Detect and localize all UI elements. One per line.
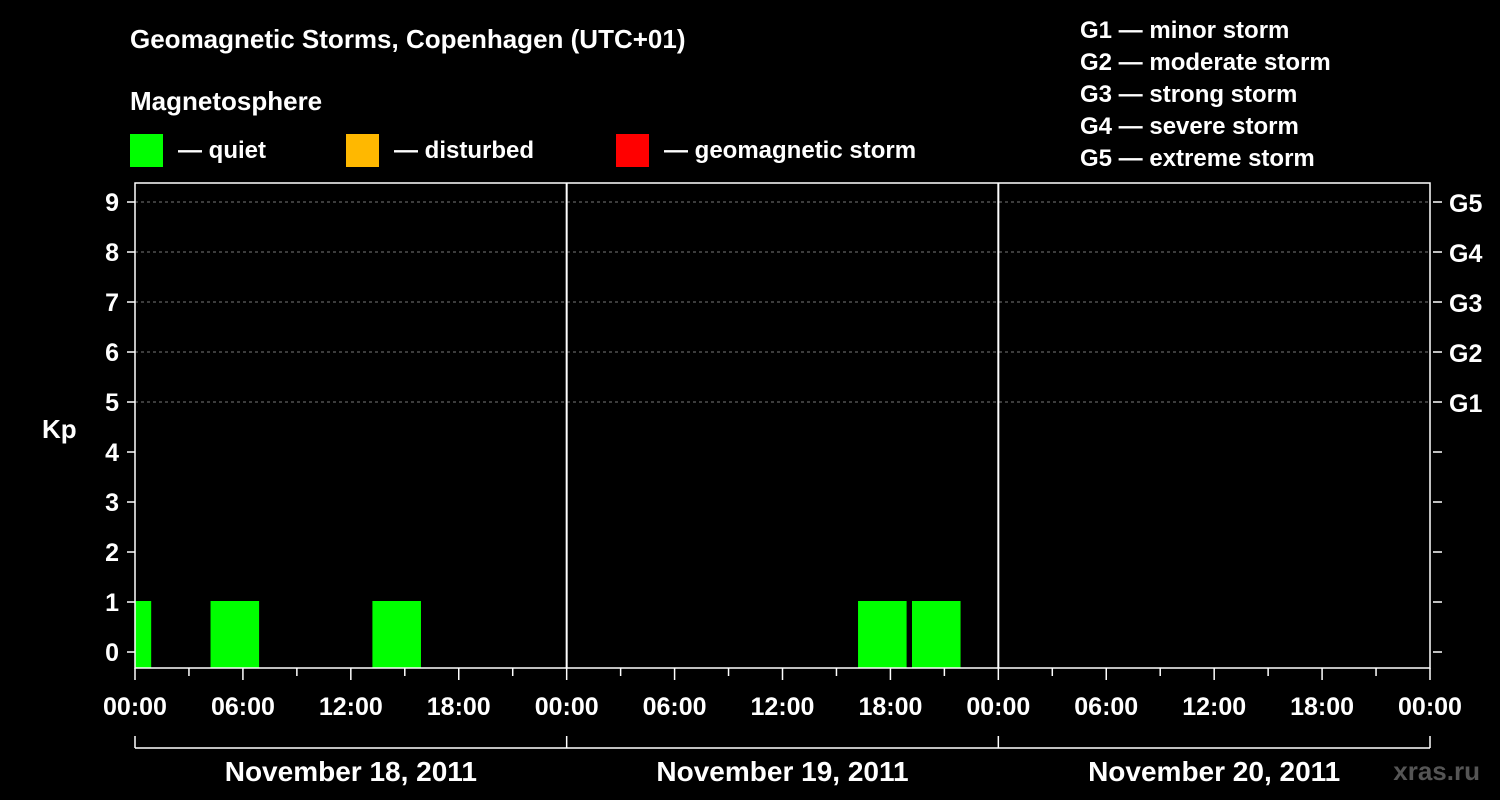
storm-scale-item-4: G4 — severe storm xyxy=(1080,113,1299,140)
y-tick-label-8: 8 xyxy=(105,239,119,267)
x-tick-label-5: 06:00 xyxy=(643,693,707,721)
grid xyxy=(135,201,1430,403)
y-tick-label-2: 2 xyxy=(105,539,119,567)
storm-level-label-G1: G1 xyxy=(1449,390,1482,418)
storm-scale-item-1: G1 — minor storm xyxy=(1080,17,1289,44)
y-tick-label-4: 4 xyxy=(105,439,119,467)
x-tick-label-10: 12:00 xyxy=(1182,693,1246,721)
x-tick-label-4: 00:00 xyxy=(535,693,599,721)
x-tick-label-6: 12:00 xyxy=(751,693,815,721)
y-tick-label-9: 9 xyxy=(105,189,119,217)
kp-bar-4 xyxy=(912,601,961,668)
legend-swatch-2 xyxy=(616,134,649,167)
date-label-1: November 19, 2011 xyxy=(656,756,908,787)
legend-label-2: — geomagnetic storm xyxy=(664,137,916,164)
chart-subtitle: Magnetosphere xyxy=(130,86,322,116)
kp-bar-0 xyxy=(135,601,152,668)
date-axis: November 18, 2011 November 19, 2011 Novemb… xyxy=(134,736,1431,787)
chart-title: Geomagnetic Storms, Copenhagen (UTC+01) xyxy=(130,24,685,54)
x-axis: 00:00 06:00 12:00 18:00 00:00 06:00 12:00 18:00… xyxy=(103,668,1462,721)
kp-bar-3 xyxy=(858,601,907,668)
x-tick-label-12: 00:00 xyxy=(1398,693,1462,721)
credit: xras.ru xyxy=(1393,756,1480,786)
y-tick-label-1: 1 xyxy=(105,589,119,617)
y-tick-label-3: 3 xyxy=(105,489,119,517)
x-tick-label-9: 06:00 xyxy=(1074,693,1138,721)
x-tick-label-8: 00:00 xyxy=(966,693,1030,721)
x-tick-label-3: 18:00 xyxy=(427,693,491,721)
storm-scale-item-3: G3 — strong storm xyxy=(1080,81,1297,108)
y-tick-label-5: 5 xyxy=(105,389,119,417)
kp-bar-2 xyxy=(372,601,421,668)
x-tick-label-0: 00:00 xyxy=(103,693,167,721)
storm-level-label-G3: G3 xyxy=(1449,290,1482,318)
x-tick-label-11: 18:00 xyxy=(1290,693,1354,721)
legend-label-1: — disturbed xyxy=(394,137,534,164)
y-axis: 0 1 2 3 4 5 6 7 8 9 xyxy=(105,189,135,667)
date-label-2: November 20, 2011 xyxy=(1088,756,1340,787)
y-axis-label: Kp xyxy=(42,414,77,444)
x-tick-label-2: 12:00 xyxy=(319,693,383,721)
date-label-0: November 18, 2011 xyxy=(225,756,477,787)
y-tick-label-0: 0 xyxy=(105,639,119,667)
legend-swatch-0 xyxy=(130,134,163,167)
x-tick-label-7: 18:00 xyxy=(858,693,922,721)
storm-scale-legend: G1 — minor storm G2 — moderate storm G3 — … xyxy=(1080,17,1331,172)
y-tick-label-7: 7 xyxy=(105,289,119,317)
plot-border xyxy=(134,182,1431,669)
legend: — quiet — disturbed — geomagnetic storm xyxy=(130,134,916,167)
storm-scale-item-5: G5 — extreme storm xyxy=(1080,145,1315,172)
kp-bar-1 xyxy=(210,601,260,668)
legend-label-0: — quiet xyxy=(178,137,266,164)
plot-frame xyxy=(134,182,1431,669)
legend-swatch-1 xyxy=(346,134,379,167)
y-tick-label-6: 6 xyxy=(105,339,119,367)
storm-scale-item-2: G2 — moderate storm xyxy=(1080,49,1331,76)
bars xyxy=(135,601,961,668)
storm-level-label-G2: G2 xyxy=(1449,340,1482,368)
storm-level-label-G4: G4 xyxy=(1449,240,1482,268)
x-tick-label-1: 06:00 xyxy=(211,693,275,721)
storm-axis: G1 G2 G3 G4 G5 xyxy=(1433,190,1482,653)
storm-level-label-G5: G5 xyxy=(1449,190,1482,218)
